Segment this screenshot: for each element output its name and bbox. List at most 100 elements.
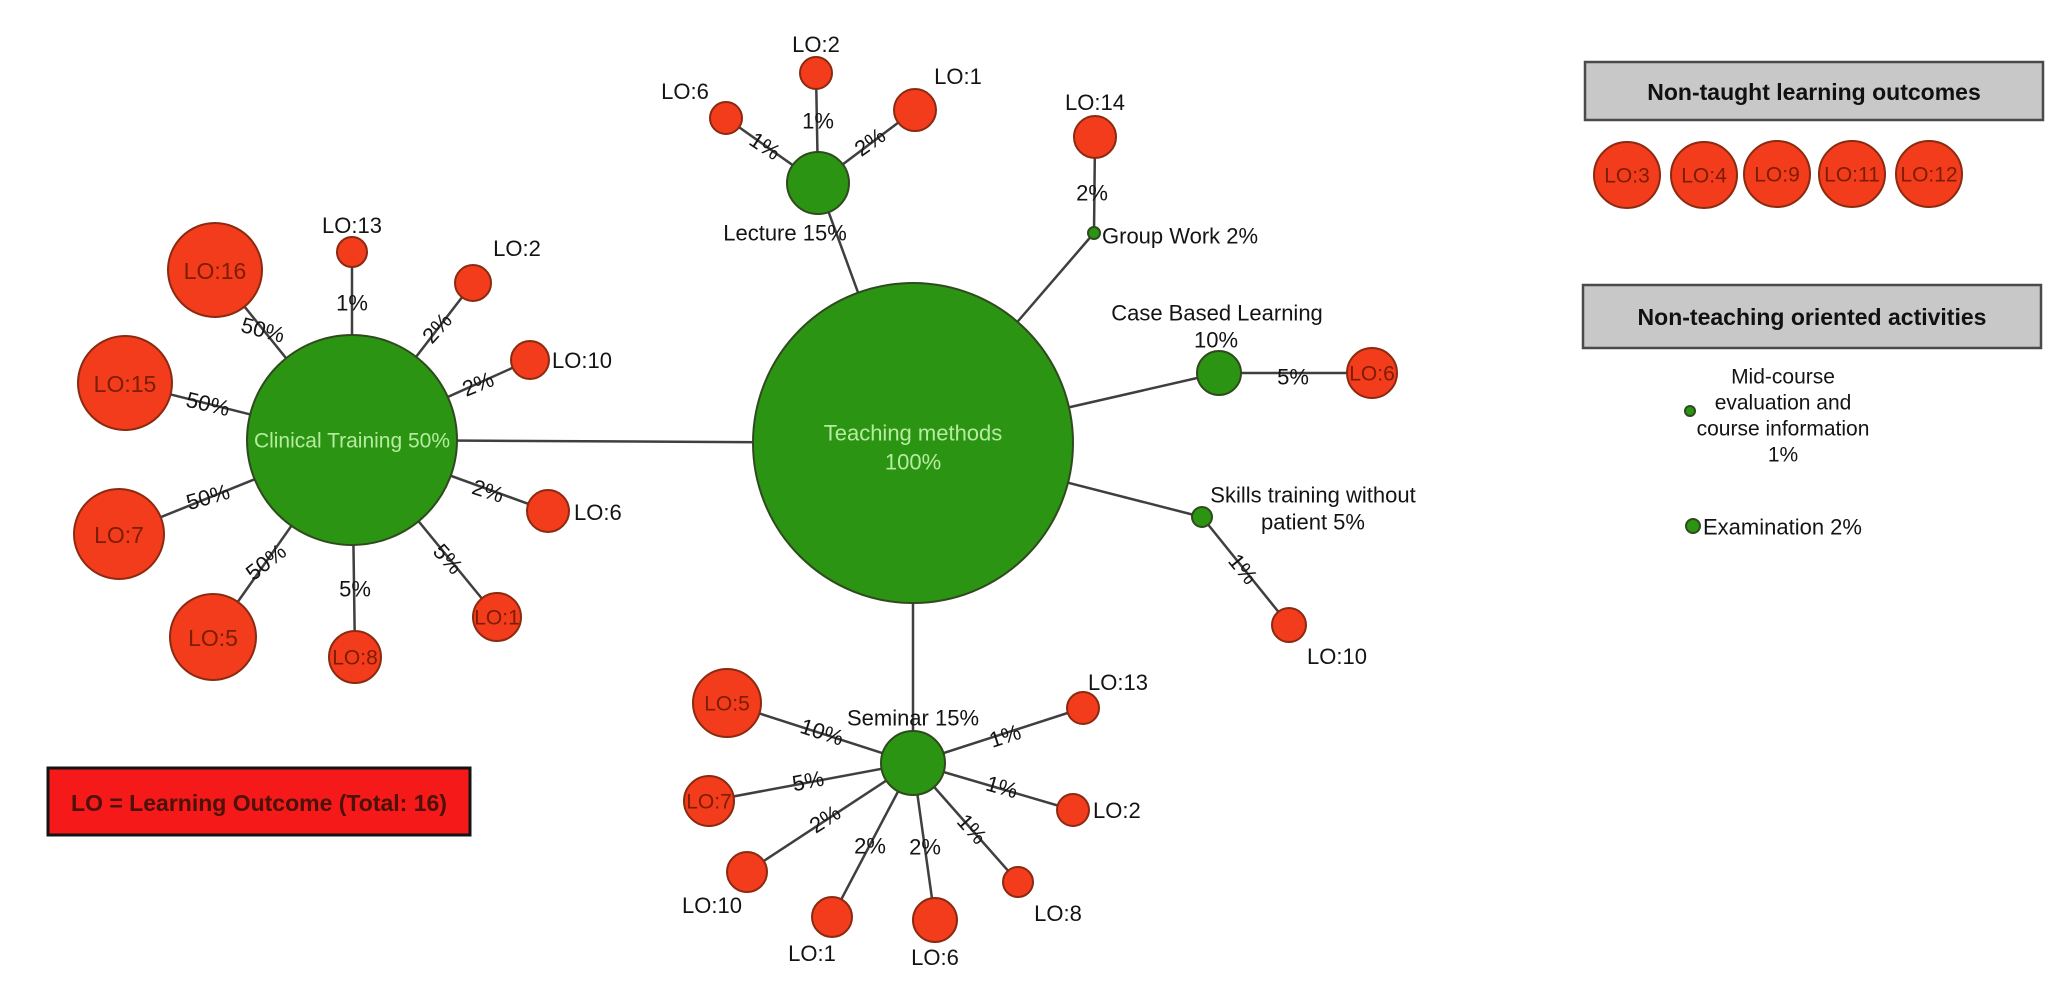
pct-clinical-lo6: 2%: [469, 474, 507, 508]
pct-clinical-lo5: 50%: [241, 539, 291, 586]
cluster-groupwork-dot: [1087, 226, 1101, 240]
node-casebased-lo6: [1346, 347, 1398, 399]
node-clinical-lo6: [526, 489, 570, 533]
legend-non-taught-title: Non-taught learning outcomes: [1647, 79, 1981, 105]
node-legend-lo4: [1670, 141, 1738, 209]
legend-midcourse-line2: evaluation and: [1715, 392, 1852, 415]
node-groupwork-lo14: [1073, 115, 1117, 159]
label-seminar-lo5: LO:5: [704, 693, 750, 716]
node-seminar-lo6: [912, 897, 958, 943]
footnote-text: LO = Learning Outcome (Total: 16): [71, 790, 447, 816]
label-clinical-lo10: LO:10: [552, 348, 612, 373]
cluster-skills-label-line2: patient 5%: [1261, 510, 1365, 535]
pct-casebased-lo6: 5%: [1277, 365, 1309, 390]
node-seminar-lo2: [1056, 793, 1090, 827]
legend-non-teaching-title: Non-teaching oriented activities: [1638, 304, 1987, 330]
cluster-clinical-label: Clinical Training 50%: [254, 430, 450, 453]
node-legend-lo11: [1818, 140, 1886, 208]
legend-non-taught-box: [1583, 60, 2045, 122]
pct-clinical-lo13: 1%: [336, 291, 368, 316]
label-casebased-lo6: LO:6: [1349, 363, 1395, 386]
edge-skills-lo10: [1201, 516, 1290, 626]
label-seminar-lo7: LO:7: [686, 791, 732, 814]
label-seminar-lo13: LO:13: [1088, 670, 1148, 695]
label-legend-lo3: LO:3: [1604, 165, 1650, 188]
pct-lecture-lo2: 1%: [802, 109, 834, 134]
label-clinical-lo1: LO:1: [474, 607, 520, 630]
cluster-seminar-label: Seminar 15%: [847, 706, 979, 731]
label-groupwork-lo14: LO:14: [1065, 90, 1125, 115]
legend-examination-dot: [1685, 518, 1701, 534]
cluster-skills-dot: [1191, 506, 1213, 528]
edge-seminar-lo10: [746, 761, 914, 874]
label-clinical-lo8: LO:8: [332, 647, 378, 670]
pct-seminar-lo5: 10%: [797, 713, 847, 750]
pct-clinical-lo16: 50%: [238, 312, 287, 348]
cluster-casebased-label-line1: Case Based Learning: [1111, 301, 1323, 326]
legend-midcourse-dot: [1684, 405, 1696, 417]
cluster-casebased-label-line2: 10%: [1194, 328, 1238, 353]
cluster-skills-label-line1: Skills training without: [1210, 483, 1415, 508]
label-legend-lo12: LO:12: [1900, 164, 1957, 187]
legend-non-taught: Non-taught learning outcomes LO:3 LO:4 L…: [1583, 60, 2045, 209]
legend-non-teaching-box: [1581, 283, 2043, 350]
cluster-seminar-circle: [880, 730, 946, 796]
cluster-casebased-circle: [1196, 350, 1242, 396]
label-legend-lo9: LO:9: [1754, 164, 1800, 187]
label-legend-lo4: LO:4: [1681, 165, 1727, 188]
cluster-lecture-circle: [786, 151, 850, 215]
label-lecture-lo6: LO:6: [661, 79, 709, 104]
node-legend-lo9: [1743, 140, 1811, 208]
legend-non-teaching: Non-teaching oriented activities Mid-cou…: [1581, 283, 2043, 540]
node-clinical-lo10: [510, 340, 550, 380]
cluster-teaching-circle: [752, 282, 1074, 604]
node-clinical-lo7: [73, 488, 165, 580]
label-skills-lo10: LO:10: [1307, 644, 1367, 669]
node-legend-lo12: [1895, 140, 1963, 208]
label-clinical-lo13: LO:13: [322, 213, 382, 238]
node-seminar-lo1: [811, 896, 853, 938]
label-clinical-lo16: LO:16: [184, 258, 247, 284]
pct-seminar-lo10: 2%: [805, 800, 845, 838]
node-skills-lo10: [1271, 607, 1307, 643]
label-clinical-lo7: LO:7: [94, 522, 144, 548]
node-clinical-lo16: [167, 222, 263, 318]
node-seminar-lo5: [692, 668, 762, 738]
label-seminar-lo6: LO:6: [911, 945, 959, 970]
pct-groupwork-lo14: 2%: [1076, 181, 1108, 206]
node-lecture-lo6: [709, 101, 743, 135]
cluster-lecture-label: Lecture 15%: [723, 221, 847, 246]
label-clinical-lo2: LO:2: [493, 236, 541, 261]
node-seminar-lo10: [726, 851, 768, 893]
label-lecture-lo2: LO:2: [792, 32, 840, 57]
label-seminar-lo10: LO:10: [682, 893, 742, 918]
node-clinical-lo1: [472, 592, 522, 642]
node-lecture-lo2: [799, 56, 833, 90]
pct-seminar-lo1: 2%: [854, 834, 886, 859]
node-clinical-lo15: [77, 335, 173, 431]
pct-seminar-lo6: 2%: [909, 835, 941, 860]
cluster-clinical-circle: [246, 334, 458, 546]
node-seminar-lo13: [1066, 691, 1100, 725]
pct-clinical-lo2: 2%: [417, 308, 457, 348]
label-seminar-lo8: LO:8: [1034, 901, 1082, 926]
pct-clinical-lo8: 5%: [339, 577, 371, 602]
pct-seminar-lo2: 1%: [983, 771, 1020, 804]
cluster-teaching-label-line1: Teaching methods: [824, 421, 1003, 446]
legend-midcourse-line1: Mid-course: [1731, 366, 1835, 389]
label-lecture-lo1: LO:1: [934, 64, 982, 89]
label-clinical-lo5: LO:5: [188, 625, 238, 651]
node-legend-lo3: [1593, 141, 1661, 209]
legend-midcourse-line4: 1%: [1768, 444, 1798, 467]
label-legend-lo11: LO:11: [1824, 164, 1880, 187]
cluster-groupwork-label: Group Work 2%: [1102, 224, 1258, 249]
pct-seminar-lo7: 5%: [790, 766, 826, 797]
pct-lecture-lo6: 1%: [745, 127, 785, 165]
label-seminar-lo2: LO:2: [1093, 798, 1141, 823]
pct-clinical-lo15: 50%: [184, 387, 233, 421]
footnote-box: [46, 766, 472, 837]
node-clinical-lo13: [336, 236, 368, 268]
legend-midcourse-line3: course information: [1697, 418, 1870, 441]
